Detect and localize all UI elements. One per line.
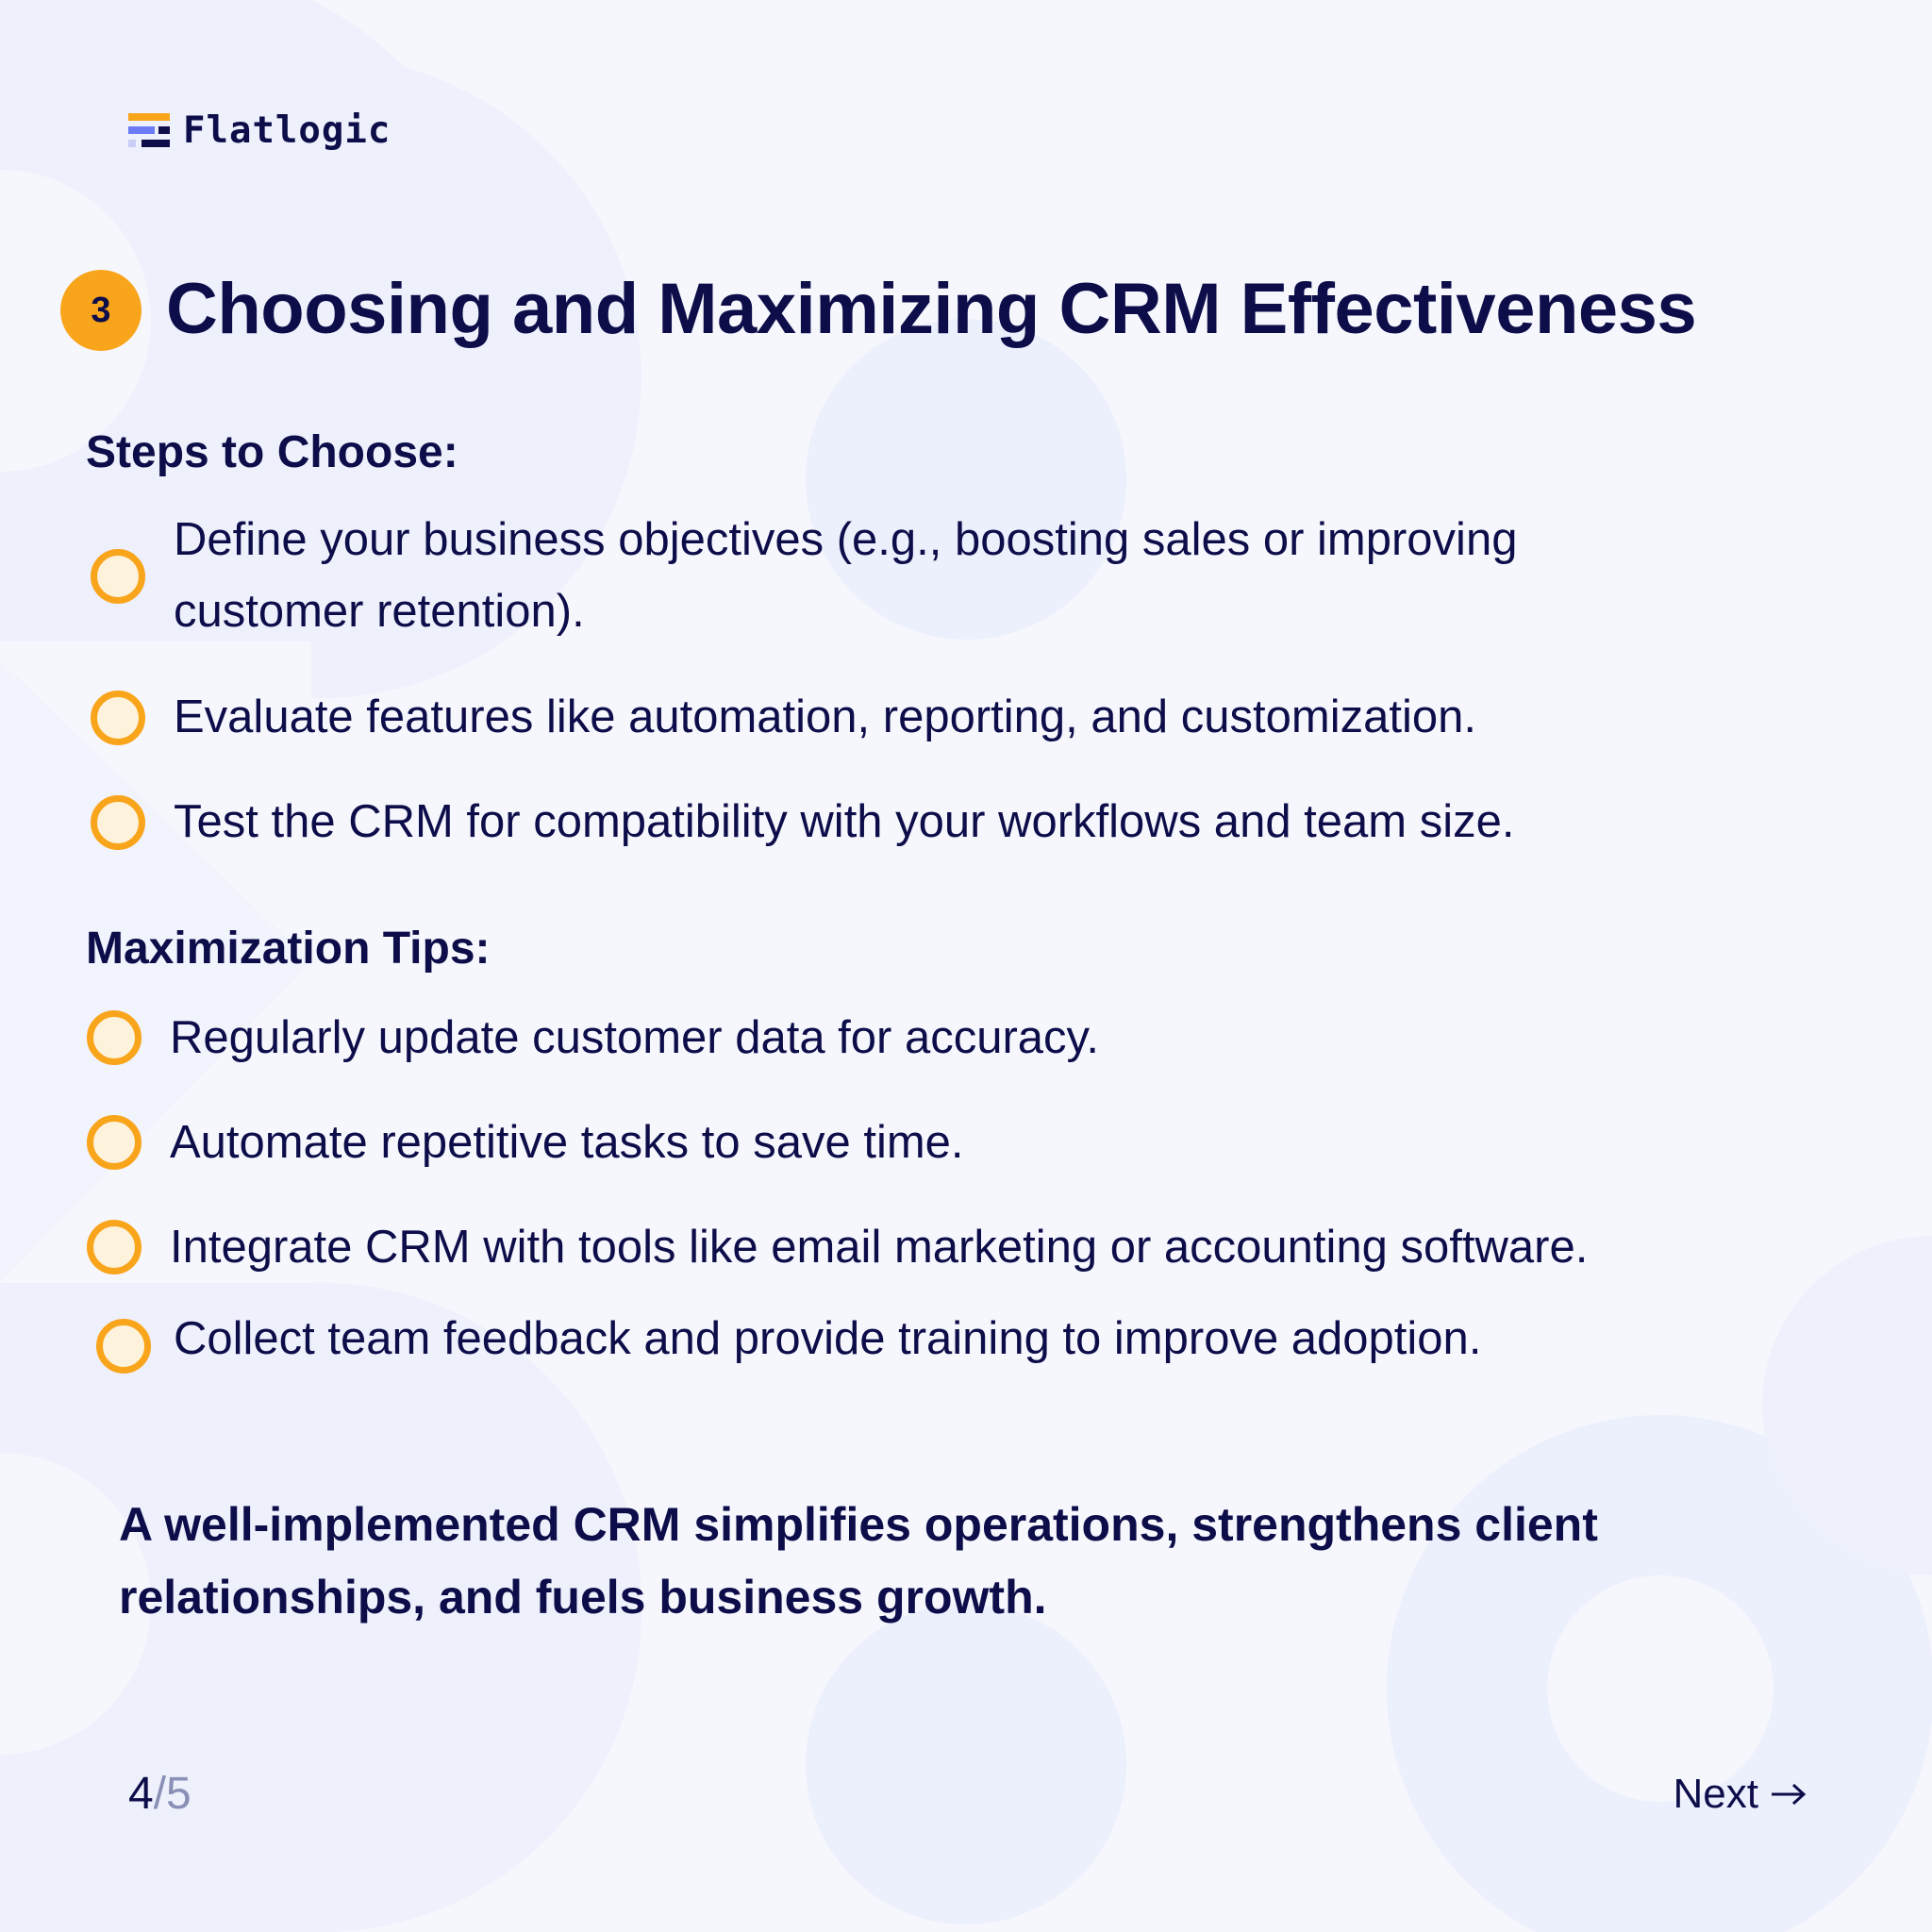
list-item-text: Integrate CRM with tools like email mark…: [170, 1222, 1589, 1273]
tips-heading: Maximization Tips:: [86, 924, 491, 974]
page-separator: /: [153, 1769, 167, 1819]
list-item-text: Regularly update customer data for accur…: [170, 1012, 1100, 1063]
page-indicator: 4/5: [128, 1766, 192, 1823]
circle-bullet-icon: [87, 1220, 142, 1274]
list-item-text: Test the CRM for compatibility with your…: [174, 796, 1515, 847]
summary-line: relationships, and fuels business growth…: [119, 1571, 1047, 1624]
summary-text: A well-implemented CRM simplifies operat…: [119, 1489, 1836, 1634]
brand: Flatlogic: [128, 108, 391, 152]
circle-bullet-icon: [87, 1010, 142, 1065]
list-item-text: Automate repetitive tasks to save time.: [170, 1117, 964, 1168]
circle-bullet-icon: [91, 795, 145, 850]
page-title: Choosing and Maximizing CRM Effectivenes…: [166, 269, 1697, 349]
slide-number-badge: 3: [60, 270, 142, 351]
circle-bullet-icon: [87, 1115, 142, 1170]
list-item-text: Collect team feedback and provide traini…: [174, 1313, 1482, 1364]
list-item-text: customer retention).: [174, 586, 585, 637]
circle-bullet-icon: [91, 549, 145, 604]
steps-heading: Steps to Choose:: [86, 427, 458, 477]
summary-line: A well-implemented CRM simplifies operat…: [119, 1498, 1598, 1551]
next-button[interactable]: Next: [1674, 1766, 1807, 1823]
total-pages: 5: [166, 1769, 192, 1819]
current-page: 4: [128, 1769, 154, 1819]
list-item-text: Evaluate features like automation, repor…: [174, 691, 1476, 742]
next-label: Next: [1673, 1771, 1758, 1817]
brand-name: Flatlogic: [183, 108, 391, 152]
list-item-text: Define your business objectives (e.g., b…: [174, 514, 1518, 565]
circle-bullet-icon: [96, 1319, 151, 1374]
circle-bullet-icon: [91, 691, 145, 745]
flatlogic-logo-icon: [128, 113, 170, 147]
arrow-right-icon: [1772, 1783, 1807, 1806]
